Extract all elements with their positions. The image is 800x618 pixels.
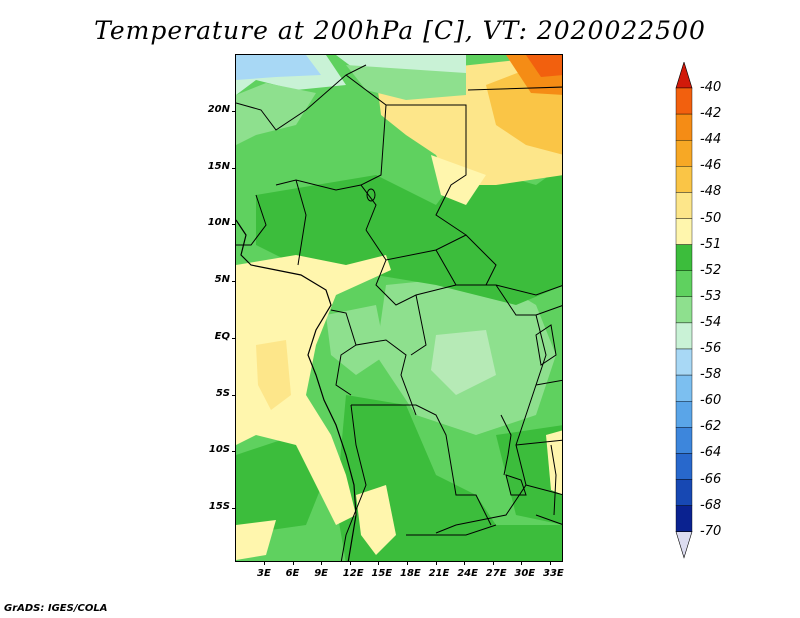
colorbar-segment	[675, 505, 693, 532]
lat-tick	[232, 337, 236, 339]
field-yellow-sw-spot	[236, 520, 276, 560]
lat-label: 15N	[207, 160, 230, 172]
colorbar-segment	[675, 453, 693, 480]
lat-tick	[232, 507, 236, 509]
colorbar-label: -40	[700, 80, 722, 95]
lon-label: 21E	[428, 568, 450, 579]
lat-label: 10S	[208, 444, 230, 456]
colorbar-bottom-arrow	[675, 531, 693, 559]
lon-tick	[464, 561, 466, 565]
temperature-field-map	[236, 55, 562, 561]
colorbar-label: -48	[700, 184, 722, 200]
colorbar-label: -70	[700, 523, 722, 539]
colorbar-label: -52	[700, 262, 722, 278]
colorbar-label: -53	[700, 288, 722, 304]
lon-tick	[292, 561, 294, 565]
lat-tick	[232, 224, 236, 226]
colorbar-segment	[675, 218, 693, 245]
lat-tick	[232, 167, 236, 169]
field-yellow-atlantic	[236, 255, 391, 525]
lat-label: 5N	[214, 274, 230, 286]
colorbar-label: -50	[700, 210, 722, 226]
field-light-green-nw	[236, 83, 316, 145]
colorbar-top-arrow	[675, 62, 693, 89]
lat-tick	[232, 281, 236, 283]
lon-label: 12E	[342, 568, 364, 579]
lon-label: 27E	[485, 568, 507, 579]
colorbar-label: -51	[700, 236, 722, 252]
field-dark-green-east	[496, 425, 562, 525]
lon-label: 15E	[371, 568, 393, 579]
lon-tick	[321, 561, 323, 565]
colorbar-label: -58	[700, 367, 722, 383]
colorbar-label: -44	[700, 132, 722, 148]
lon-tick	[435, 561, 437, 565]
field-deep-yellow-pocket	[256, 340, 291, 410]
lat-tick	[232, 111, 236, 112]
colorbar-segment	[675, 296, 693, 324]
country-borders	[236, 64, 562, 561]
lon-label: 9E	[314, 568, 328, 579]
colorbar-segment	[675, 374, 693, 402]
color-bar	[675, 62, 693, 559]
lon-tick	[264, 561, 265, 565]
lat-label: 20N	[207, 104, 230, 115]
lon-label: 30E	[514, 568, 536, 579]
lon-tick	[550, 561, 551, 565]
field-paler-patch	[431, 330, 496, 395]
lon-tick	[492, 561, 494, 565]
lon-label: 33E	[543, 568, 564, 579]
colorbar-segment	[675, 270, 693, 297]
colorbar-segment	[675, 427, 693, 454]
lon-tick	[407, 561, 408, 565]
colorbar-label: -46	[700, 158, 722, 174]
lon-label: 18E	[400, 568, 421, 579]
field-blue-nw	[236, 55, 321, 80]
colorbar-label: -54	[700, 314, 722, 330]
colorbar-segment	[675, 166, 693, 193]
chart-title: Temperature at 200hPa [C], VT: 202002250…	[94, 16, 706, 45]
colorbar-label: -62	[700, 419, 722, 435]
lon-tick	[349, 561, 351, 565]
colorbar-segment	[675, 322, 693, 350]
colorbar-segment	[675, 401, 693, 428]
colorbar-segment	[675, 192, 693, 219]
lat-label: 10N	[207, 217, 230, 229]
lon-label: 24E	[457, 568, 478, 579]
colorbar-label: -60	[700, 393, 722, 409]
lakes	[366, 188, 557, 516]
lat-label: EQ	[214, 330, 230, 342]
colorbar-segment	[675, 139, 693, 167]
lat-label: 15S	[208, 500, 230, 512]
lon-label: 6E	[285, 568, 300, 579]
colorbar-label: -56	[700, 341, 722, 356]
colorbar-segment	[675, 244, 693, 271]
lat-tick	[232, 394, 236, 396]
lon-tick	[521, 561, 523, 565]
coastline	[236, 219, 357, 561]
lat-label: 5S	[215, 387, 230, 399]
colorbar-label: -66	[700, 471, 722, 487]
colorbar-segment	[675, 113, 693, 141]
field-yellow-south-center	[356, 485, 396, 555]
colorbar-segment	[675, 479, 693, 506]
lon-tick	[378, 561, 380, 565]
field-lightgreen-top	[346, 65, 466, 100]
lon-label: 3E	[257, 568, 271, 579]
colorbar-label: -42	[700, 106, 722, 122]
colorbar-label: -64	[700, 445, 722, 461]
map-panel	[235, 54, 563, 562]
footer-credit: GrADS: IGES/COLA	[4, 603, 108, 614]
colorbar-segment	[675, 348, 693, 376]
field-red-ne	[526, 55, 562, 77]
field-dark-green-north	[256, 165, 562, 305]
lat-tick	[232, 451, 236, 453]
colorbar-label: -68	[700, 497, 722, 513]
colorbar-segment	[675, 87, 693, 115]
